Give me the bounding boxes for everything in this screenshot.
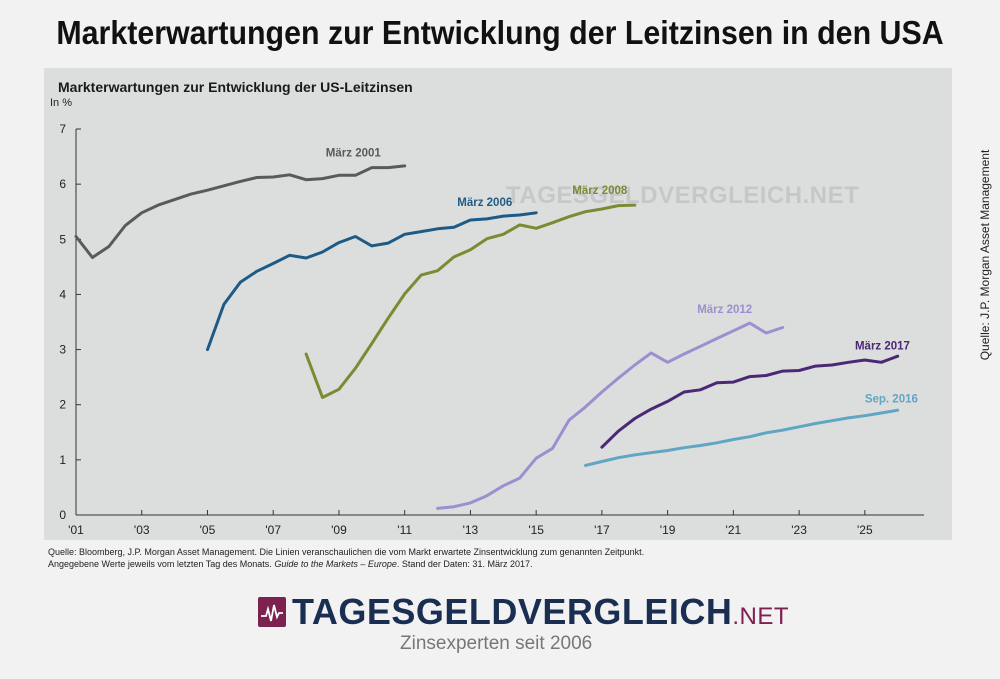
side-source-label: Quelle: J.P. Morgan Asset Management — [978, 149, 992, 361]
watermark: TAGESGELDVERGLEICH.NET — [506, 182, 860, 209]
series-label: Sep. 2016 — [865, 394, 918, 406]
x-tick-label: '15 — [528, 523, 544, 537]
x-tick-label: '11 — [397, 523, 412, 537]
logo-wordmark: TAGESGELDVERGLEICH.NET — [292, 591, 789, 633]
y-tick-label: 1 — [59, 453, 66, 467]
x-tick-label: '09 — [331, 523, 347, 537]
logo-suffix: .NET — [732, 603, 790, 630]
x-tick-label: '23 — [791, 523, 807, 537]
series-line — [584, 408, 900, 467]
logo-chart-icon — [258, 597, 286, 627]
logo[interactable]: TAGESGELDVERGLEICH.NET Zinsexperten seit… — [258, 591, 789, 663]
y-tick-label: 4 — [59, 287, 66, 301]
footnote-2a: Angegebene Werte jeweils vom letzten Tag… — [48, 559, 272, 569]
y-tick-label: 3 — [59, 343, 66, 357]
y-tick-label: 6 — [59, 177, 66, 191]
series-label: März 2006 — [457, 197, 512, 209]
logo-tagline: Zinsexperten seit 2006 — [400, 633, 593, 654]
series-label: März 2001 — [326, 148, 382, 160]
chart: Markterwartungen zur Entwicklung der US-… — [50, 79, 924, 537]
x-tick-label: '17 — [594, 523, 610, 537]
series-line — [206, 211, 538, 352]
x-tick-label: '19 — [660, 523, 676, 537]
y-tick-label: 7 — [59, 122, 66, 136]
series-line — [436, 321, 785, 510]
series-label: März 2017 — [855, 341, 910, 353]
y-tick-label: 5 — [59, 232, 66, 246]
logo-main: TAGESGELDVERGLEICH — [292, 591, 733, 632]
series-label: März 2008 — [572, 185, 628, 197]
x-tick-label: '13 — [463, 523, 479, 537]
x-tick-label: '03 — [134, 523, 150, 537]
y-axis-label: In % — [50, 97, 72, 109]
footnote-line-2: Angegebene Werte jeweils vom letzten Tag… — [48, 558, 644, 570]
x-tick-label: '25 — [857, 523, 873, 537]
x-tick-label: '07 — [265, 523, 281, 537]
chart-title: Markterwartungen zur Entwicklung der US-… — [58, 79, 413, 95]
series-line — [600, 354, 900, 449]
series-label: März 2012 — [697, 304, 752, 316]
series-line — [304, 203, 637, 399]
footnote-2b: Guide to the Markets – Europe — [274, 559, 397, 569]
footnote-2c: . Stand der Daten: 31. März 2017. — [396, 559, 533, 569]
source-note: Quelle: Bloomberg, J.P. Morgan Asset Man… — [48, 546, 644, 570]
page-title: Markterwartungen zur Entwicklung der Lei… — [56, 14, 944, 51]
y-tick-label: 0 — [59, 508, 66, 522]
x-tick-label: '21 — [726, 523, 742, 537]
y-tick-label: 2 — [59, 398, 66, 412]
x-tick-label: '05 — [200, 523, 216, 537]
chart-panel — [44, 68, 952, 540]
x-tick-label: '01 — [68, 523, 84, 537]
footnote-line-1: Quelle: Bloomberg, J.P. Morgan Asset Man… — [48, 547, 645, 557]
series-line — [74, 164, 407, 259]
